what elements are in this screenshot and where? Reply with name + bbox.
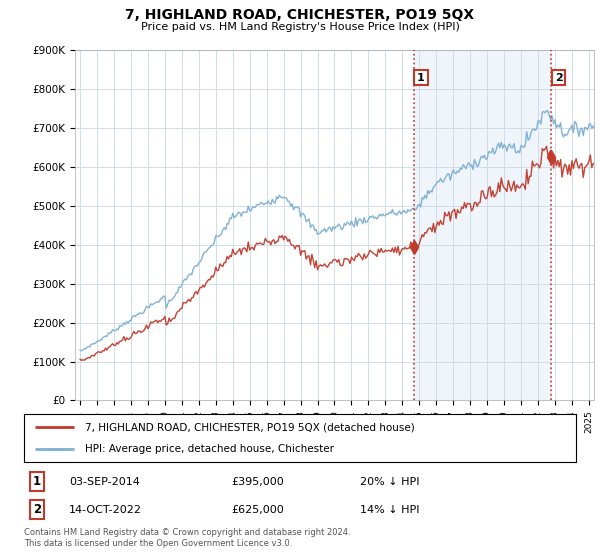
Text: 03-SEP-2014: 03-SEP-2014 [69,477,140,487]
Text: £625,000: £625,000 [231,505,284,515]
Text: 14% ↓ HPI: 14% ↓ HPI [360,505,419,515]
Text: 2: 2 [33,503,41,516]
Text: 1: 1 [417,73,425,83]
Text: Contains HM Land Registry data © Crown copyright and database right 2024.
This d: Contains HM Land Registry data © Crown c… [24,528,350,548]
Text: £395,000: £395,000 [231,477,284,487]
Text: 7, HIGHLAND ROAD, CHICHESTER, PO19 5QX: 7, HIGHLAND ROAD, CHICHESTER, PO19 5QX [125,8,475,22]
Text: HPI: Average price, detached house, Chichester: HPI: Average price, detached house, Chic… [85,444,334,454]
Bar [414,50,551,400]
Text: 20% ↓ HPI: 20% ↓ HPI [360,477,419,487]
Text: 2: 2 [555,73,563,83]
Text: 14-OCT-2022: 14-OCT-2022 [69,505,142,515]
Text: Price paid vs. HM Land Registry's House Price Index (HPI): Price paid vs. HM Land Registry's House … [140,22,460,32]
Text: 7, HIGHLAND ROAD, CHICHESTER, PO19 5QX (detached house): 7, HIGHLAND ROAD, CHICHESTER, PO19 5QX (… [85,422,415,432]
Text: 1: 1 [33,475,41,488]
